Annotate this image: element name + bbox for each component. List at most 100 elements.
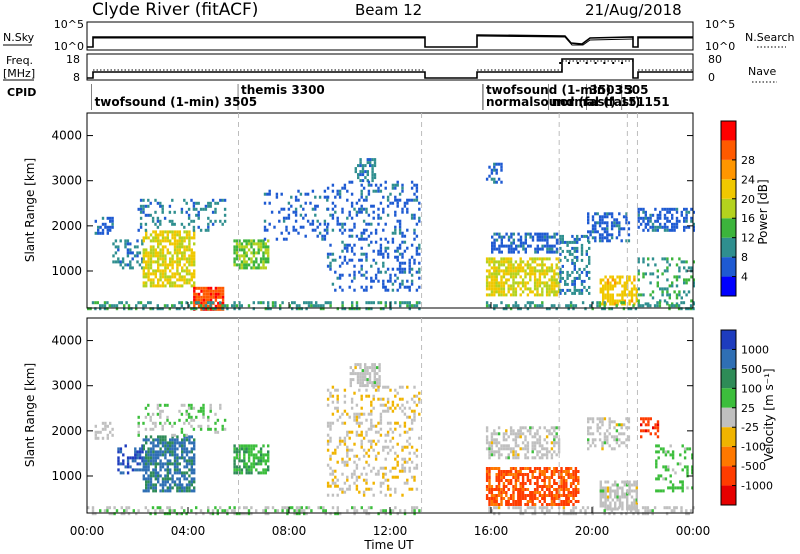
range-cell: [588, 270, 591, 274]
range-cell: [610, 227, 614, 231]
range-cell: [350, 472, 354, 476]
range-cell: [366, 378, 369, 382]
range-cell: [94, 433, 97, 437]
range-cell: [500, 165, 503, 169]
range-cell: [319, 304, 323, 308]
range-cell: [591, 230, 595, 234]
range-cell: [647, 216, 650, 220]
range-cell: [635, 498, 638, 502]
range-cell: [169, 462, 172, 466]
range-cell: [517, 244, 520, 248]
range-cell: [280, 231, 283, 235]
range-cell: [271, 506, 275, 510]
range-cell: [573, 237, 576, 241]
range-cell: [602, 278, 605, 282]
range-cell: [217, 289, 220, 293]
range-cell: [235, 248, 239, 252]
range-cell: [233, 456, 236, 460]
range-cell: [171, 447, 174, 451]
range-cell: [659, 225, 662, 229]
range-cell: [502, 438, 506, 442]
range-cell: [512, 432, 515, 436]
range-cell: [599, 492, 602, 496]
range-cell: [367, 448, 371, 452]
range-cell: [644, 423, 648, 427]
range-cell: [394, 279, 397, 283]
range-cell: [204, 228, 208, 232]
range-cell: [533, 503, 537, 506]
range-cell: [524, 281, 527, 285]
range-cell: [157, 462, 160, 466]
range-cell: [372, 385, 375, 389]
range-tick-label: 2000: [51, 424, 82, 438]
range-cell: [531, 456, 534, 460]
range-cell: [190, 462, 193, 466]
range-cell: [505, 456, 508, 460]
range-cell: [389, 509, 392, 513]
range-cell: [490, 284, 494, 288]
range-cell: [630, 483, 634, 487]
range-cell: [594, 224, 597, 228]
range-cell: [543, 257, 546, 261]
range-cell: [147, 213, 150, 217]
range-cell: [142, 236, 145, 240]
range-cell: [418, 412, 421, 416]
range-cell: [663, 228, 667, 232]
range-cell: [166, 506, 169, 510]
range-cell: [348, 448, 351, 452]
range-cell: [493, 177, 496, 181]
range-cell: [689, 509, 693, 513]
range-cell: [678, 257, 681, 261]
range-cell: [635, 290, 638, 294]
range-cell: [577, 482, 580, 485]
range-cell: [536, 290, 539, 294]
range-cell: [548, 429, 551, 433]
range-cell: [126, 462, 130, 466]
range-cell: [545, 269, 549, 273]
range-cell: [331, 207, 335, 211]
range-cell: [193, 284, 196, 288]
range-cell: [176, 489, 179, 493]
range-cell: [336, 192, 339, 196]
range-cell: [168, 219, 172, 223]
range-cell: [635, 495, 638, 499]
range-cell: [491, 250, 494, 254]
range-cell: [195, 292, 198, 296]
range-cell: [367, 213, 371, 217]
range-cell: [359, 375, 362, 379]
range-cell: [193, 292, 196, 296]
range-cell: [413, 213, 416, 217]
range-cell: [656, 420, 660, 424]
range-cell: [331, 183, 335, 187]
range-cell: [181, 486, 184, 490]
range-cell: [299, 213, 303, 217]
range-cell: [526, 266, 530, 270]
range-cell: [166, 278, 169, 282]
range-cell: [502, 263, 506, 267]
range-cell: [159, 509, 162, 513]
range-cell: [350, 216, 354, 220]
range-cell: [418, 509, 421, 513]
range-cell: [372, 394, 375, 398]
range-cell: [171, 257, 174, 261]
range-cell: [562, 506, 566, 510]
range-cell: [372, 481, 375, 485]
range-cell: [149, 450, 153, 454]
range-cell: [329, 213, 332, 217]
range-cell: [588, 276, 591, 280]
range-cell: [264, 257, 267, 261]
range-cell: [550, 441, 554, 445]
range-cell: [178, 263, 181, 267]
range-cell: [680, 307, 683, 311]
range-cell: [240, 254, 244, 258]
range-cell: [173, 453, 177, 457]
range-cell: [331, 400, 335, 404]
range-cell: [550, 432, 554, 436]
range-cell: [553, 284, 556, 288]
range-cell: [262, 468, 265, 472]
range-cell: [365, 195, 368, 199]
range-cell: [89, 307, 92, 311]
range-cell: [500, 168, 503, 172]
range-cell: [637, 207, 640, 211]
range-cell: [635, 293, 638, 297]
